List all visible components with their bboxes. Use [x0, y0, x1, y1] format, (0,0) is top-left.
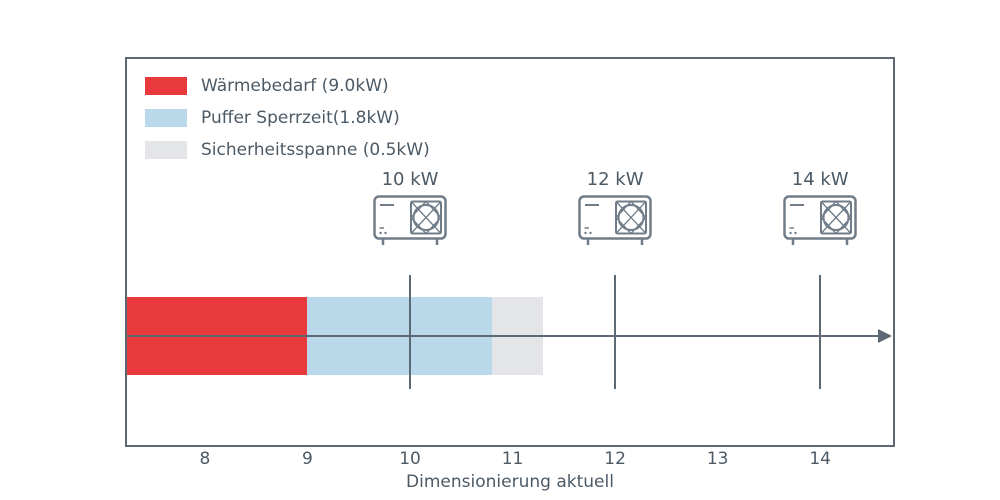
legend: Wärmebedarf (9.0kW) Puffer Sperrzeit(1.8… [145, 76, 430, 172]
x-tick-10: 10 [399, 449, 421, 469]
x-tick-9: 9 [302, 449, 313, 469]
heat-pump-icon [578, 195, 652, 247]
heat-pump-icon [373, 195, 447, 247]
heat-pump-marker-10kw: 10 kW [373, 167, 447, 389]
x-tick-12: 12 [604, 449, 626, 469]
legend-item-puffer-sperrzeit: Puffer Sperrzeit(1.8kW) [145, 108, 430, 128]
legend-label: Puffer Sperrzeit(1.8kW) [201, 108, 400, 128]
marker-tick-line [409, 275, 412, 389]
legend-item-waermebedarf: Wärmebedarf (9.0kW) [145, 76, 430, 96]
legend-item-sicherheitsspanne: Sicherheitsspanne (0.5kW) [145, 140, 430, 160]
x-axis-title: Dimensionierung aktuell [406, 472, 614, 492]
marker-label: 12 kW [586, 169, 644, 190]
legend-swatch-red [145, 77, 187, 95]
x-tick-14: 14 [809, 449, 832, 469]
heat-pump-marker-14kw: 14 kW [783, 167, 857, 389]
legend-swatch-blue [145, 109, 187, 127]
legend-label: Sicherheitsspanne (0.5kW) [201, 140, 430, 160]
x-tick-13: 13 [706, 449, 729, 469]
plot-area: 10 kW 12 kW 14 kW Wärmebedarf (9.0kW) Pu… [125, 57, 895, 447]
heat-pump-icon [783, 195, 857, 247]
marker-tick-line [614, 275, 617, 389]
axis-arrow-line [127, 335, 879, 337]
marker-tick-line [819, 275, 822, 389]
axis-arrow-head [878, 329, 892, 343]
heat-pump-marker-12kw: 12 kW [578, 167, 652, 389]
marker-label: 10 kW [381, 169, 439, 190]
legend-swatch-gray [145, 141, 187, 159]
x-tick-8: 8 [199, 449, 211, 469]
x-tick-11: 11 [501, 449, 524, 469]
legend-label: Wärmebedarf (9.0kW) [201, 76, 389, 96]
marker-label: 14 kW [791, 169, 849, 190]
